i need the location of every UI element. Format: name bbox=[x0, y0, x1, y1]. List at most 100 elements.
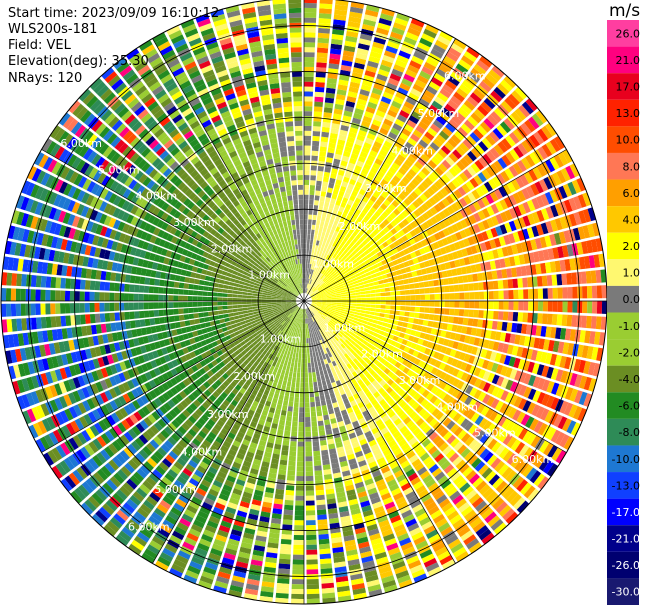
range-gate bbox=[356, 303, 362, 307]
range-gate bbox=[401, 210, 409, 218]
range-gate bbox=[352, 201, 359, 209]
range-gate bbox=[542, 301, 548, 312]
range-gate bbox=[361, 120, 371, 128]
range-gate bbox=[442, 208, 451, 217]
range-gate bbox=[327, 244, 332, 250]
range-gate bbox=[308, 209, 313, 215]
range-gate bbox=[278, 563, 291, 570]
range-gate bbox=[421, 203, 429, 212]
range-gate bbox=[304, 71, 314, 77]
range-gate bbox=[292, 352, 296, 358]
range-gate bbox=[526, 199, 536, 212]
range-gate bbox=[305, 258, 309, 264]
range-gate bbox=[382, 54, 395, 64]
range-gate bbox=[448, 316, 454, 324]
range-gate bbox=[306, 525, 316, 531]
range-gate bbox=[472, 273, 479, 282]
range-gate bbox=[304, 243, 307, 249]
range-gate bbox=[304, 199, 309, 205]
range-gate bbox=[384, 86, 396, 96]
range-gate bbox=[297, 446, 304, 452]
range-gate bbox=[429, 287, 435, 294]
range-gate bbox=[314, 465, 322, 471]
range-gate bbox=[299, 392, 304, 398]
range-gate bbox=[345, 232, 352, 239]
range-gate bbox=[457, 107, 469, 119]
range-gate bbox=[308, 377, 313, 383]
range-gate bbox=[531, 225, 540, 237]
range-gate bbox=[480, 121, 492, 133]
range-gate bbox=[330, 198, 336, 205]
range-gate bbox=[321, 449, 329, 456]
range-gate bbox=[304, 209, 308, 215]
range-gate bbox=[287, 376, 292, 382]
range-gate bbox=[332, 282, 338, 286]
range-gate bbox=[504, 168, 515, 180]
range-gate bbox=[279, 374, 285, 380]
range-gate bbox=[383, 174, 392, 183]
range-gate bbox=[388, 166, 398, 175]
range-gate bbox=[503, 290, 509, 300]
range-gate bbox=[358, 129, 367, 137]
range-gate bbox=[409, 60, 422, 70]
range-gate bbox=[329, 218, 335, 225]
range-gate bbox=[365, 304, 371, 308]
range-gate bbox=[532, 166, 543, 180]
range-gate bbox=[481, 196, 490, 207]
range-gate bbox=[308, 372, 313, 378]
range-gate bbox=[323, 474, 333, 480]
range-gate bbox=[304, 179, 310, 185]
range-gate bbox=[485, 193, 495, 205]
range-gate bbox=[304, 333, 306, 339]
range-gate bbox=[508, 165, 519, 178]
range-gate bbox=[404, 141, 415, 151]
range-gate bbox=[414, 79, 427, 89]
range-gate bbox=[381, 259, 388, 266]
range-gate bbox=[459, 229, 467, 239]
range-gate bbox=[428, 81, 441, 91]
range-gate bbox=[398, 250, 406, 257]
range-gate bbox=[350, 206, 357, 213]
range-gate bbox=[396, 257, 403, 264]
range-gate bbox=[307, 224, 312, 230]
range-gate bbox=[582, 301, 588, 314]
range-gate bbox=[410, 18, 425, 28]
range-gate bbox=[445, 51, 459, 62]
range-gate bbox=[451, 251, 459, 260]
range-gate bbox=[334, 103, 344, 111]
range-gate bbox=[307, 258, 311, 264]
range-gate bbox=[367, 154, 376, 162]
range-gate bbox=[310, 279, 314, 285]
range-gate bbox=[306, 283, 309, 289]
range-gate bbox=[473, 128, 484, 140]
range-gate bbox=[323, 287, 329, 291]
range-gate bbox=[364, 243, 371, 249]
range-gate bbox=[330, 48, 342, 55]
range-gate bbox=[503, 196, 513, 208]
range-gate bbox=[340, 246, 346, 253]
range-gate bbox=[336, 271, 343, 276]
range-gate bbox=[364, 111, 374, 119]
range-gate bbox=[323, 469, 332, 476]
range-gate bbox=[330, 278, 336, 283]
range-gate bbox=[325, 291, 331, 294]
range-gate bbox=[321, 186, 328, 192]
range-gate bbox=[388, 203, 396, 212]
range-gate bbox=[489, 147, 501, 159]
range-gate bbox=[451, 178, 461, 188]
range-gate bbox=[365, 307, 371, 311]
range-gate bbox=[508, 290, 514, 300]
range-gate bbox=[313, 106, 323, 112]
range-gate bbox=[357, 43, 370, 51]
range-gate bbox=[345, 293, 352, 297]
range-gate bbox=[459, 208, 469, 218]
range-gate bbox=[478, 310, 484, 319]
range-gate bbox=[304, 184, 309, 190]
range-gate bbox=[316, 284, 321, 289]
range-gate bbox=[431, 170, 441, 180]
range-gate bbox=[320, 375, 326, 381]
range-gate bbox=[322, 264, 327, 270]
range-gate bbox=[317, 514, 327, 520]
range-gate bbox=[525, 98, 538, 112]
range-gate bbox=[294, 357, 299, 363]
